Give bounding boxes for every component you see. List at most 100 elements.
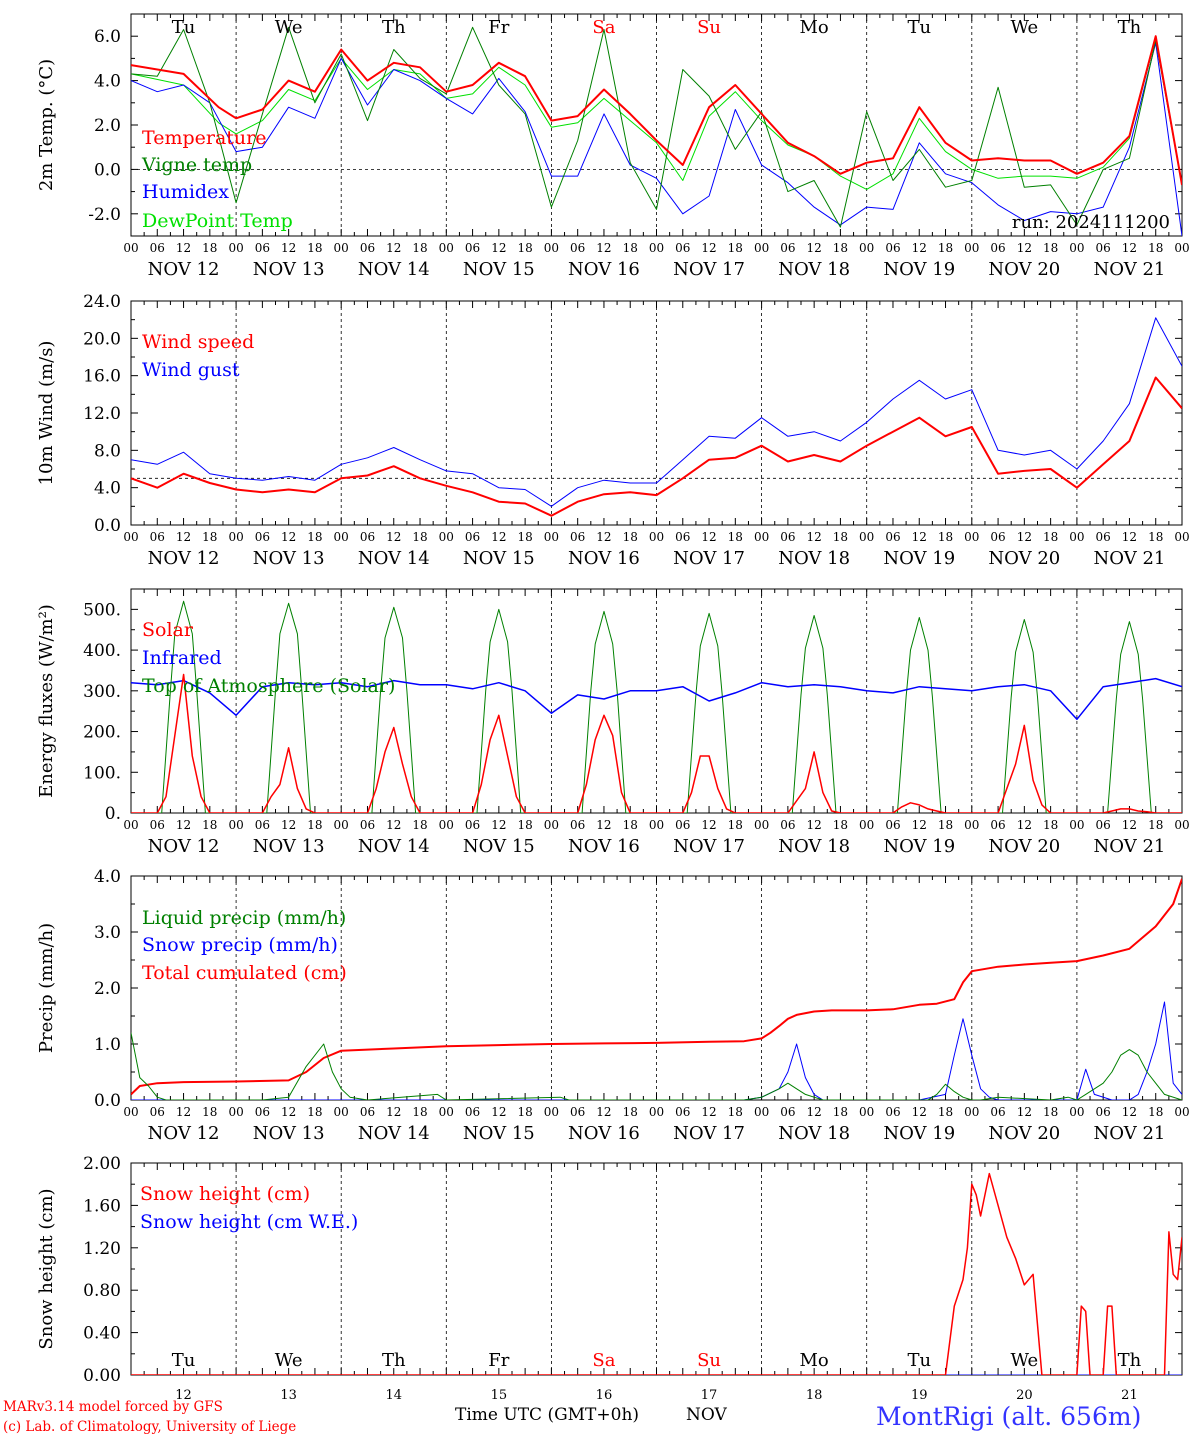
hour-tick-label: 12 bbox=[386, 818, 401, 832]
date-label: NOV 15 bbox=[463, 836, 535, 857]
hour-tick-label: 06 bbox=[150, 530, 165, 544]
plot-frame bbox=[130, 588, 1183, 814]
hour-tick-label: 18 bbox=[307, 818, 322, 832]
y-tick-label: 20.0 bbox=[83, 329, 121, 349]
hour-tick-label: 06 bbox=[675, 818, 690, 832]
hour-tick-label: 00 bbox=[964, 530, 979, 544]
hour-tick-label: 12 bbox=[281, 818, 296, 832]
hour-tick-label: 18 bbox=[412, 530, 427, 544]
hour-tick-label: 18 bbox=[517, 241, 532, 255]
hour-tick-label: 06 bbox=[780, 241, 795, 255]
hour-tick-label: 00 bbox=[439, 241, 454, 255]
hour-tick-label: 12 bbox=[807, 241, 822, 255]
y-tick-label: 0.40 bbox=[83, 1324, 121, 1344]
hour-tick-label: 18 bbox=[202, 241, 217, 255]
hour-tick-label: 12 bbox=[386, 241, 401, 255]
date-label: NOV 13 bbox=[253, 1123, 325, 1144]
date-label: NOV 21 bbox=[1094, 548, 1166, 569]
hour-tick-label: 12 bbox=[281, 1105, 296, 1119]
weekday-label-top: Th bbox=[382, 17, 406, 38]
weekday-label-top: We bbox=[275, 17, 303, 38]
weekday-label-bottom: Tu bbox=[907, 1350, 931, 1371]
date-label: NOV 20 bbox=[988, 259, 1060, 280]
date-label: NOV 12 bbox=[148, 1123, 220, 1144]
date-label: NOV 13 bbox=[253, 548, 325, 569]
date-label: NOV 18 bbox=[778, 259, 850, 280]
hour-tick-label: 00 bbox=[439, 1105, 454, 1119]
series-line-snow-height-cm bbox=[131, 1172, 1182, 1375]
hour-tick-label: 18 bbox=[307, 1105, 322, 1119]
hour-tick-label: 18 bbox=[412, 818, 427, 832]
hour-tick-label: 06 bbox=[780, 818, 795, 832]
weekday-label-top: We bbox=[1011, 17, 1039, 38]
series-line-infrared bbox=[131, 677, 1182, 721]
hour-tick-label: 00 bbox=[859, 1105, 874, 1119]
hour-tick-label: 12 bbox=[491, 530, 506, 544]
y-tick-label: 0. bbox=[105, 804, 121, 824]
date-label: NOV 12 bbox=[148, 836, 220, 857]
day-number-label: 19 bbox=[911, 1388, 928, 1403]
y-tick-label: 0.80 bbox=[83, 1281, 121, 1301]
hour-tick-label: 06 bbox=[885, 818, 900, 832]
hour-tick-label: 12 bbox=[491, 1105, 506, 1119]
hour-tick-label: 00 bbox=[754, 818, 769, 832]
hour-tick-label: 06 bbox=[780, 530, 795, 544]
date-label: NOV 17 bbox=[673, 548, 745, 569]
credit-line: (c) Lab. of Climatology, University of L… bbox=[3, 1419, 297, 1435]
hour-tick-label: 18 bbox=[1148, 818, 1163, 832]
hour-tick-label: 00 bbox=[649, 818, 664, 832]
hour-tick-label: 00 bbox=[334, 1105, 349, 1119]
hour-tick-label: 00 bbox=[1069, 241, 1084, 255]
hour-tick-label: 06 bbox=[360, 818, 375, 832]
hour-tick-label: 12 bbox=[701, 241, 716, 255]
plot-frame bbox=[130, 300, 1183, 526]
model-line: MARv3.14 model forced by GFS bbox=[3, 1399, 223, 1415]
hour-tick-label: 18 bbox=[728, 241, 743, 255]
y-tick-label: 1.0 bbox=[94, 1035, 121, 1055]
legend-entry: Wind gust bbox=[142, 359, 240, 381]
date-label: NOV 15 bbox=[463, 259, 535, 280]
hour-tick-label: 00 bbox=[1174, 1105, 1189, 1119]
hour-tick-label: 18 bbox=[623, 530, 638, 544]
day-number-label: 17 bbox=[701, 1388, 718, 1403]
y-tick-label: 100. bbox=[83, 763, 121, 783]
weekday-label-top: Su bbox=[697, 17, 721, 38]
hour-tick-label: 06 bbox=[360, 530, 375, 544]
legend-entry: Top of Atmosphere (Solar) bbox=[142, 675, 395, 697]
hour-tick-label: 18 bbox=[833, 1105, 848, 1119]
hour-tick-label: 12 bbox=[912, 1105, 927, 1119]
date-label: NOV 20 bbox=[988, 836, 1060, 857]
date-label: NOV 17 bbox=[673, 1123, 745, 1144]
y-tick-label: 2.00 bbox=[83, 1154, 121, 1174]
hour-tick-label: 06 bbox=[885, 1105, 900, 1119]
date-label: NOV 14 bbox=[358, 836, 430, 857]
hour-tick-label: 00 bbox=[439, 530, 454, 544]
hour-tick-label: 00 bbox=[439, 818, 454, 832]
hour-tick-label: 18 bbox=[623, 241, 638, 255]
hour-tick-label: 00 bbox=[964, 241, 979, 255]
hour-tick-label: 12 bbox=[596, 1105, 611, 1119]
hour-tick-label: 00 bbox=[1174, 241, 1189, 255]
hour-tick-label: 00 bbox=[334, 241, 349, 255]
hour-tick-label: 06 bbox=[150, 241, 165, 255]
hour-tick-label: 00 bbox=[859, 818, 874, 832]
hour-tick-label: 00 bbox=[228, 530, 243, 544]
month-label: NOV bbox=[686, 1405, 727, 1425]
weekday-label-top: Tu bbox=[172, 17, 196, 38]
hour-tick-label: 18 bbox=[1043, 1105, 1058, 1119]
y-tick-label: 2.0 bbox=[94, 979, 121, 999]
hour-tick-label: 12 bbox=[281, 241, 296, 255]
y-tick-label: 200. bbox=[83, 723, 121, 743]
day-number-label: 20 bbox=[1016, 1388, 1033, 1403]
hour-tick-label: 12 bbox=[912, 241, 927, 255]
hour-tick-label: 00 bbox=[649, 530, 664, 544]
hour-tick-label: 18 bbox=[728, 1105, 743, 1119]
y-tick-label: 3.0 bbox=[94, 923, 121, 943]
date-label: NOV 21 bbox=[1094, 1123, 1166, 1144]
hour-tick-label: 12 bbox=[807, 530, 822, 544]
series-line-top-of-atmosphere-solar bbox=[131, 600, 1182, 813]
date-label: NOV 19 bbox=[883, 836, 955, 857]
weekday-label-bottom: We bbox=[1011, 1350, 1039, 1371]
hour-tick-label: 18 bbox=[202, 530, 217, 544]
